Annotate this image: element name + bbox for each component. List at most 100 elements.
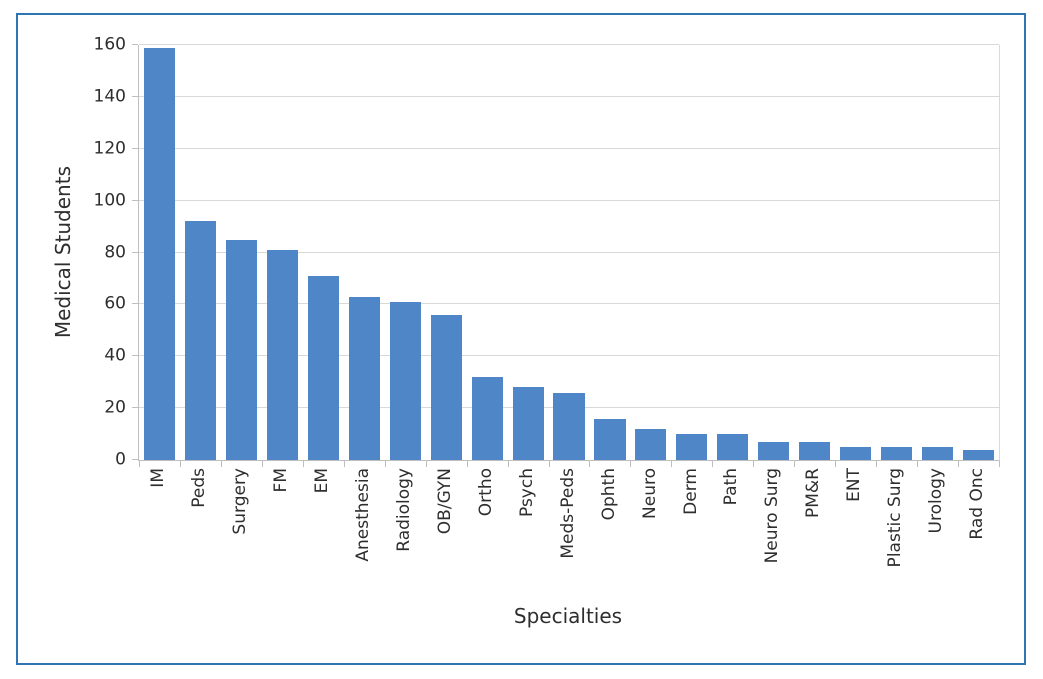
bar-slot xyxy=(303,45,344,460)
x-tick-mark xyxy=(548,461,550,467)
y-tick-mark xyxy=(132,251,138,253)
x-category-label-cell: Peds xyxy=(179,468,220,603)
x-category-label-cell: Psych xyxy=(507,468,548,603)
x-category-label-cell: Urology xyxy=(916,468,957,603)
x-tick-mark xyxy=(876,461,878,467)
x-category-label-cell: OB/GYN xyxy=(425,468,466,603)
bar-slot xyxy=(671,45,712,460)
x-category-label: PM&R xyxy=(803,468,824,518)
bar-slot xyxy=(712,45,753,460)
x-category-label-cell: EM xyxy=(302,468,343,603)
x-category-label: Anesthesia xyxy=(352,468,373,562)
x-tick-mark xyxy=(343,461,345,467)
x-category-label: OB/GYN xyxy=(434,468,455,535)
y-tick-label: 40 xyxy=(104,345,126,366)
bar-Derm xyxy=(676,434,708,460)
x-category-label: Ortho xyxy=(475,468,496,517)
x-category-label-cell: PM&R xyxy=(793,468,834,603)
plot-area xyxy=(132,44,1000,467)
x-category-label: Neuro Surg xyxy=(762,468,783,564)
x-tick-mark xyxy=(999,461,1000,467)
x-tick-mark xyxy=(507,461,509,467)
bar-slot xyxy=(262,45,303,460)
x-category-label-cell: Ophth xyxy=(588,468,629,603)
x-category-label-cell: Neuro xyxy=(629,468,670,603)
x-category-label-cell: Neuro Surg xyxy=(752,468,793,603)
x-tick-mark xyxy=(712,461,714,467)
bar-Ortho xyxy=(471,377,503,460)
y-tick-mark xyxy=(132,303,138,305)
x-category-label-cell: Radiology xyxy=(384,468,425,603)
x-category-label: Psych xyxy=(516,468,537,517)
gridline xyxy=(139,44,999,45)
x-category-label-cell: Plastic Surg xyxy=(875,468,916,603)
y-tick-label: 160 xyxy=(93,34,126,55)
x-category-label: Radiology xyxy=(393,468,414,552)
bar-Rad Onc xyxy=(962,449,995,460)
x-category-label: FM xyxy=(270,468,291,493)
x-category-label: Plastic Surg xyxy=(885,468,906,568)
bar-Urology xyxy=(922,447,954,460)
bar-Path xyxy=(717,434,749,460)
bar-IM xyxy=(143,47,176,460)
bar-EM xyxy=(307,275,339,460)
x-category-label-cell: ENT xyxy=(834,468,875,603)
x-tick-mark xyxy=(917,461,919,467)
x-category-label: Urology xyxy=(926,468,947,534)
y-tick-label: 80 xyxy=(104,242,126,262)
bar-slot xyxy=(794,45,835,460)
bar-slot xyxy=(139,45,180,460)
y-tick-mark xyxy=(132,459,138,460)
x-tick-mark xyxy=(589,461,591,467)
x-tick-mark xyxy=(302,461,304,467)
bar-series xyxy=(139,45,999,460)
bar-slot xyxy=(467,45,508,460)
bar-Surgery xyxy=(225,239,257,460)
x-category-label-cell: Anesthesia xyxy=(343,468,384,603)
x-tick-mark xyxy=(630,461,632,467)
bar-Psych xyxy=(512,387,544,460)
x-tick-mark xyxy=(466,461,468,467)
bar-ENT xyxy=(840,447,872,460)
x-tick-mark xyxy=(835,461,837,467)
gridline xyxy=(139,199,999,201)
x-category-label: Path xyxy=(721,468,742,506)
gridline xyxy=(139,95,999,97)
x-category-label: Surgery xyxy=(230,468,251,535)
bar-slot xyxy=(385,45,426,460)
bar-slot xyxy=(753,45,794,460)
x-tick-mark xyxy=(425,461,427,467)
x-category-label-cell: IM xyxy=(138,468,179,603)
x-tick-mark xyxy=(671,461,673,467)
x-category-label: Derm xyxy=(680,468,701,515)
bar-Peds xyxy=(184,221,216,460)
x-tick-mark xyxy=(753,461,755,467)
y-tick-label: 140 xyxy=(93,86,126,107)
x-category-label-cell: Meds-Peds xyxy=(548,468,589,603)
y-tick-label: 100 xyxy=(93,190,126,211)
y-tick-mark xyxy=(132,95,138,97)
gridline xyxy=(139,147,999,149)
bar-Meds-Peds xyxy=(553,392,585,460)
x-tick-mark xyxy=(139,461,140,467)
x-tick-mark xyxy=(220,461,222,467)
y-tick-label: 60 xyxy=(104,293,126,314)
bar-Radiology xyxy=(389,301,421,460)
bar-PM&R xyxy=(799,441,831,460)
bar-FM xyxy=(266,249,298,460)
x-tick-mark xyxy=(958,461,960,467)
x-category-label-cell: Ortho xyxy=(466,468,507,603)
x-axis-category-labels: IM Peds Surgery FM EM Anesthesia Radiology OB/G… xyxy=(138,468,998,603)
bar-slot xyxy=(589,45,630,460)
x-tick-mark xyxy=(179,461,181,467)
y-tick-mark xyxy=(132,44,138,45)
x-category-label: Ophth xyxy=(598,468,619,521)
bar-Neuro xyxy=(635,428,667,460)
gridline xyxy=(139,251,999,253)
bar-slot xyxy=(221,45,262,460)
x-category-label: Meds-Peds xyxy=(557,468,578,559)
x-category-label: Rad Onc xyxy=(967,468,988,540)
bar-slot xyxy=(180,45,221,460)
y-tick-mark xyxy=(132,147,138,149)
y-tick-label: 20 xyxy=(104,397,126,418)
